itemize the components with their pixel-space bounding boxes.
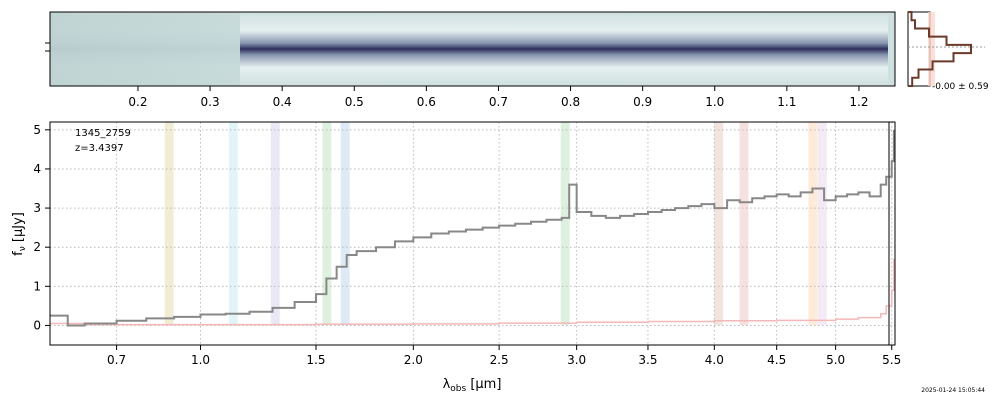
top-tick-label: 1.2 xyxy=(849,95,868,109)
profile-panel: -0.00 ± 0.59 xyxy=(907,11,989,92)
top-tick-label: 0.3 xyxy=(201,95,220,109)
top-tick-label: 1.0 xyxy=(705,95,724,109)
emission-line-band xyxy=(322,122,332,325)
x-tick-label: 3.5 xyxy=(638,353,657,367)
x-tick-label: 0.7 xyxy=(107,353,126,367)
x-tick-label: 5.5 xyxy=(882,353,901,367)
y-tick-label: 1 xyxy=(33,279,41,293)
top-tick-label: 0.4 xyxy=(273,95,292,109)
x-axis-label: λobs [μm] xyxy=(443,377,502,394)
heatmap-blue-region xyxy=(50,12,240,86)
series-line xyxy=(50,129,895,327)
y-tick-label: 3 xyxy=(33,201,41,215)
top-tick-label: 0.2 xyxy=(128,95,147,109)
series-line xyxy=(50,258,895,326)
y-axis-ticks: 0 1 2 3 4 5 xyxy=(33,123,50,332)
emission-line-band xyxy=(817,122,827,325)
x-tick-label: 4.0 xyxy=(705,353,724,367)
y-tick-label: 4 xyxy=(33,162,41,176)
emission-line-band xyxy=(228,122,238,325)
emission-line-band xyxy=(714,122,724,325)
x-tick-label: 3.0 xyxy=(567,353,586,367)
y-tick-label: 5 xyxy=(33,123,41,137)
spectrum-1d-panel: 0.7 1.0 1.5 2.0 2.5 3.0 3.5 4.0 4.5 5.0 5.5 0 1 2 3 4 5… xyxy=(11,121,901,394)
x-tick-label: 5.0 xyxy=(826,353,845,367)
emission-line-band xyxy=(340,122,350,325)
profile-histogram xyxy=(908,11,972,87)
emission-line-band xyxy=(560,122,570,325)
profile-band xyxy=(928,12,935,86)
x-tick-label: 1.5 xyxy=(306,353,325,367)
x-tick-label: 2.5 xyxy=(490,353,509,367)
top-axis-ticks: 0.2 0.3 0.4 0.5 0.6 0.7 0.8 0.9 1.0 1.1 1.2 xyxy=(128,86,868,109)
heatmap-right-edge xyxy=(888,12,895,86)
profile-label: -0.00 ± 0.59 xyxy=(932,82,989,92)
emission-line-band xyxy=(270,122,280,325)
footer-timestamp: 2025-01-24 15:05:44 xyxy=(921,387,985,394)
series-layer xyxy=(50,129,895,327)
top-tick-label: 0.7 xyxy=(489,95,508,109)
spectrum-2d-panel: 0.2 0.3 0.4 0.5 0.6 0.7 0.8 0.9 1.0 1.1 1.2 xyxy=(45,11,896,109)
profile-step-line xyxy=(908,11,972,87)
annotation-redshift: z=3.4397 xyxy=(75,143,124,154)
top-tick-label: 0.5 xyxy=(345,95,364,109)
emission-line-band xyxy=(808,122,818,325)
grid-lines xyxy=(50,122,895,345)
y-tick-label: 0 xyxy=(33,318,41,332)
emission-line-band xyxy=(164,122,174,325)
x-tick-label: 2.0 xyxy=(404,353,423,367)
top-tick-label: 0.6 xyxy=(417,95,436,109)
emission-line-bands xyxy=(164,122,827,325)
plot-frame xyxy=(49,121,896,346)
x-tick-label: 1.0 xyxy=(191,353,210,367)
y-tick-label: 2 xyxy=(33,240,41,254)
top-tick-label: 1.1 xyxy=(777,95,796,109)
top-tick-label: 0.8 xyxy=(561,95,580,109)
heatmap-left-ticks xyxy=(45,42,50,52)
top-tick-label: 0.9 xyxy=(633,95,652,109)
heatmap-frame xyxy=(49,11,896,87)
annotation-id: 1345_2759 xyxy=(75,128,131,139)
emission-line-band xyxy=(739,122,749,325)
y-axis-label: fν [μJy] xyxy=(11,212,28,256)
x-tick-label: 4.5 xyxy=(767,353,786,367)
x-axis-ticks: 0.7 1.0 1.5 2.0 2.5 3.0 3.5 4.0 4.5 5.0 5.5 xyxy=(107,345,901,367)
